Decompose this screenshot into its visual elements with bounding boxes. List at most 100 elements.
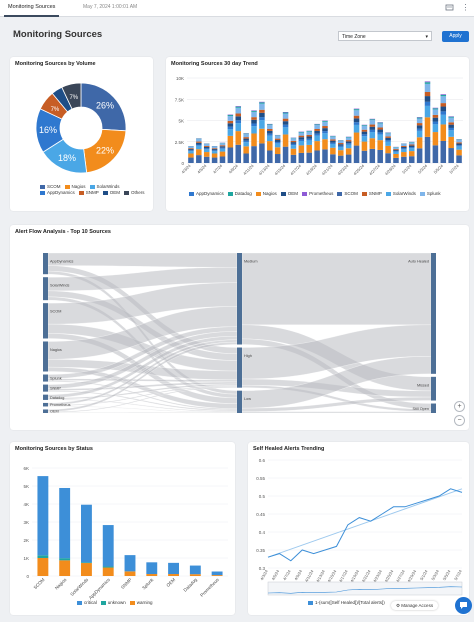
last-refresh-date: May 7, 2024 1:00:01 AM [83,4,138,10]
trend-bar-segment-nagios [188,153,194,158]
trend-bar-segment-scom [345,154,352,163]
status-legend-item-unknown[interactable]: unknown [100,600,126,606]
trend-bar-segment-solarwinds [377,134,383,141]
trend-bar-segment-splunk [338,140,344,144]
sankey-severity-node-high [237,347,242,388]
trend-bar-segment-solarwinds [290,145,297,149]
donut-slice-scom [80,82,127,132]
trend-bar-segment-oem [203,146,210,149]
legend-label: unknown [107,600,126,605]
chevron-down-icon: ▾ [425,34,428,40]
trend-bar-segment-solarwinds [448,130,454,137]
trend-bar-segment-oem [267,130,273,134]
trend-bar-segment-splunk [385,133,391,137]
trend-legend-item-solarwinds[interactable]: SolarWinds [385,191,416,197]
heal-y-tick: 0.6 [259,458,266,463]
trend-bar-segment-snmp [401,145,407,147]
trend-bar-segment-appdynamics [227,126,234,130]
trend-bar-segment-nagios [282,134,289,147]
timezone-select[interactable]: Time Zone ▾ [338,31,432,41]
trend-bar-segment-splunk [369,120,376,125]
volume-legend-item-snmp[interactable]: SNMP [78,190,99,196]
trend-bar-segment-splunk [314,125,320,129]
trend-legend-item-scom[interactable]: SCOM [337,191,358,197]
manage-access-button[interactable]: ⚙ Manage Access [391,601,439,610]
trend-bar-segment-scom [448,148,454,163]
trend-bar-segment-nagios [408,151,415,157]
sankey-severity-node-label: Low [244,397,251,401]
trend-bar-segment-snmp [282,118,289,122]
trend-x-tick: 4/27/24 [368,163,382,177]
trend-legend-item-splunk[interactable]: Splunk [419,191,441,197]
trend-bar-segment-nagios [259,128,265,144]
trend-bar-segment-snmp [361,129,368,132]
volume-legend-item-appdynamics[interactable]: AppDynamics [40,190,75,196]
trend-bar-segment-appdynamics [432,121,439,125]
more-icon[interactable]: ⋮ [461,3,470,12]
trend-bar-segment-snmp [416,123,423,126]
sankey-link [241,252,432,325]
trend-legend-item-snmp[interactable]: SNMP [361,191,382,197]
trend-legend-item-datadog[interactable]: Datadog [227,191,252,197]
trend-bar-segment-scom [361,150,368,163]
share-icon[interactable] [445,3,454,12]
status-legend-item-warning[interactable]: warning [129,600,153,606]
trend-bar-segment-oem [416,125,423,129]
trend-bar-segment-scom [196,155,202,163]
trend-bar-segment-appdynamics [298,139,305,141]
status-card: Monitoring Sources by Status 0 1K 2K 3K 4K 5K… [10,442,235,615]
volume-legend-item-oem[interactable]: OEM [102,190,120,196]
volume-legend-item-others[interactable]: Others [124,190,145,196]
trend-legend-item-oem[interactable]: OEM [280,191,298,197]
trend-legend-item-appdynamics[interactable]: AppDynamics [189,191,224,197]
heal-y-tick: 0.35 [256,548,265,553]
alert-flow-sankey: AppDynamics SolarWinds SCOM Nagios Splunk SNM… [43,252,436,414]
volume-legend-item-solarwinds[interactable]: SolarWinds [89,184,120,190]
trend-card: Monitoring Sources 30 day Trend 0 2.5K 5K 7… [166,57,469,211]
status-bar-warning [37,558,49,576]
trend-bar-segment-snmp [353,115,360,119]
zoom-in-button[interactable]: + [454,401,465,412]
sankey-source-node-label: Splunk [50,377,62,381]
sankey-source-node-label: Datadog [50,396,64,400]
status-x-tick: Prometheus [199,577,220,598]
zoom-out-button[interactable]: − [454,415,465,426]
trend-bar-segment-scom [188,157,194,163]
trend-bar-segment-oem [243,138,249,141]
volume-card: Monitoring Sources by Volume 26% 22% 18% 16… [10,57,153,211]
apply-button[interactable]: Apply [442,31,469,42]
trend-bar-segment-snmp [322,126,328,129]
status-legend-item-critical[interactable]: critical [77,600,97,606]
trend-bar-segment-datadog [227,115,234,117]
legend-swatch [77,601,82,605]
status-legend: critical unknown warning [77,600,227,606]
status-bar-chart: 0 1K 2K 3K 4K 5K 6K SCOM Nagios SolarWindsAppDyna… [23,466,228,600]
trend-legend-item-prometheus[interactable]: Prometheus [302,191,333,197]
trend-bar-segment-prometheus [440,94,447,95]
trend-bar-segment-solarwinds [306,140,312,145]
chat-button[interactable] [455,597,472,614]
trend-bar-segment-solarwinds [227,129,234,136]
trend-legend-item-nagios[interactable]: Nagios [255,191,277,197]
tab-monitoring-sources[interactable]: Monitoring Sources [4,0,60,17]
volume-legend-item-nagios[interactable]: Nagios [64,184,86,190]
heal-y-tick: 0.4 [259,530,266,535]
trend-bar-segment-prometheus [424,81,431,83]
legend-label: Splunk [426,191,441,196]
heal-x-tick: 5/1/24 [419,568,429,581]
donut-slice-label: 16% [39,125,57,135]
status-bar-unknown [59,558,71,561]
legend-label: Nagios [262,191,277,196]
trend-bar-segment-splunk [298,132,305,136]
legend-swatch [361,192,367,196]
sankey-outcome-node-label: Still Open [413,407,429,411]
trend-bar-segment-nagios [243,146,249,154]
trend-bar-segment-splunk [448,117,454,123]
status-bar-unknown [37,555,49,558]
trend-bar-segment-scom [251,146,257,163]
sankey-source-node-label: AppDynamics [50,260,74,264]
trend-bar-segment-oem [306,136,312,139]
volume-legend-item-scom[interactable]: SCOM [40,184,61,190]
legend-label: AppDynamics [196,191,224,196]
legend-swatch [337,192,343,196]
